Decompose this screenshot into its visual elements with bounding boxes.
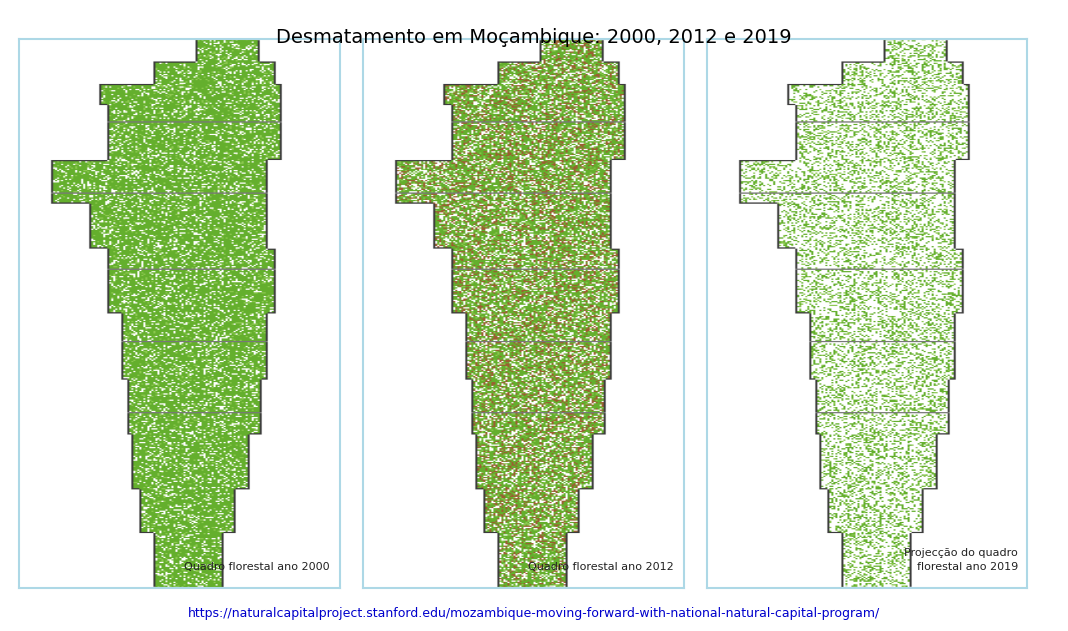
- Text: Desmatamento em Moçambique: 2000, 2012 e 2019: Desmatamento em Moçambique: 2000, 2012 e…: [277, 28, 791, 47]
- Text: https://naturalcapitalproject.stanford.edu/mozambique-moving-forward-with-nation: https://naturalcapitalproject.stanford.e…: [188, 606, 880, 620]
- Text: Projecção do quadro
florestal ano 2019: Projecção do quadro florestal ano 2019: [904, 548, 1018, 572]
- Text: Quadro florestal ano 2012: Quadro florestal ano 2012: [529, 562, 674, 572]
- Text: Quadro florestal ano 2000: Quadro florestal ano 2000: [185, 562, 330, 572]
